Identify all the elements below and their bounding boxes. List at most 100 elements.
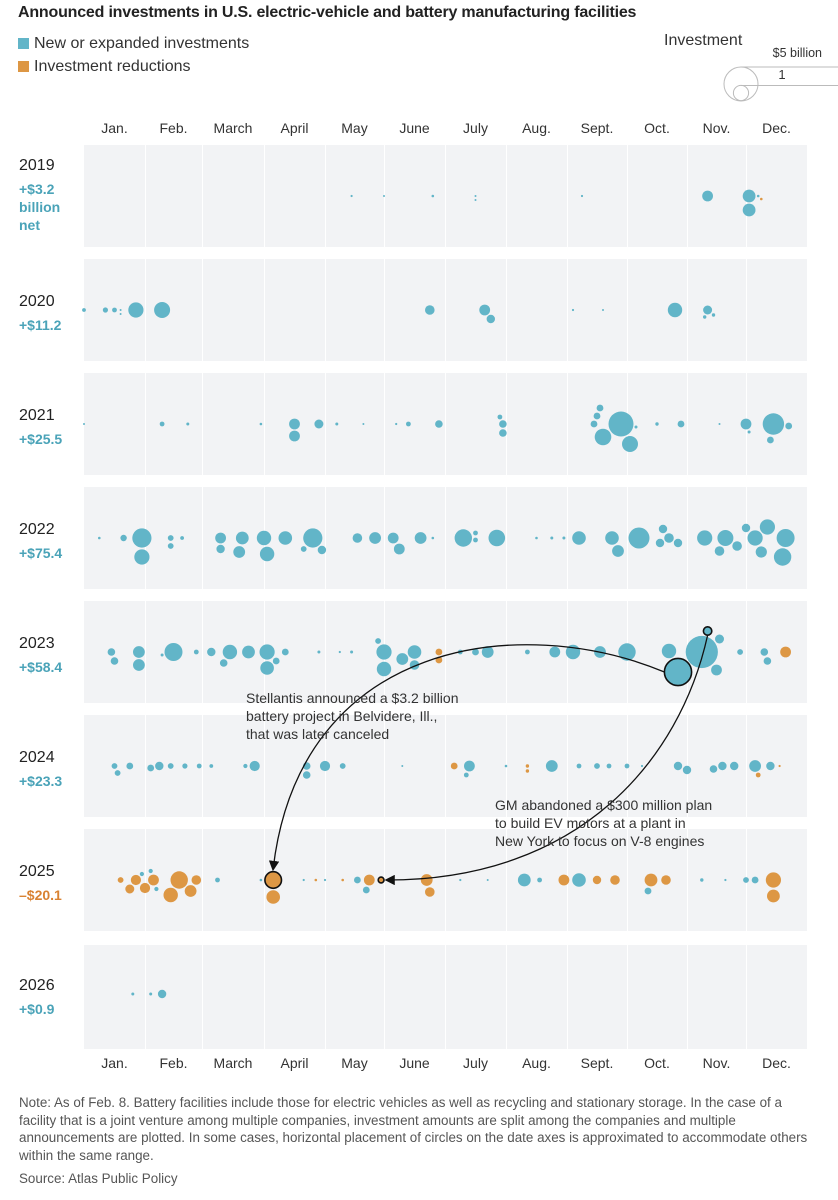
- bubble-investment: [259, 644, 275, 660]
- bubble-investment: [350, 650, 354, 654]
- bubble-investment: [618, 643, 636, 661]
- bubble-investment: [755, 546, 767, 558]
- bubble-investment: [785, 422, 793, 430]
- panel-month-cell: [446, 945, 506, 1049]
- bubble-investment: [107, 648, 116, 656]
- row-net-label: +$0.9: [19, 1001, 55, 1017]
- month-label-may: May: [341, 1055, 368, 1071]
- bubble-investment: [504, 764, 508, 768]
- annotation-arrow-stellantis: [268, 644, 665, 872]
- bubble-reduction: [450, 762, 458, 770]
- bubble-investment: [473, 537, 478, 543]
- bubble-reduction: [125, 884, 135, 894]
- panel-month-cell: [628, 829, 687, 931]
- panel-month-cell: [203, 373, 264, 475]
- bubble-investment: [667, 302, 683, 318]
- bubble-investment: [155, 761, 164, 771]
- panel-month-cell: [265, 259, 325, 361]
- legend-item-reduction: Investment reductions: [18, 55, 249, 78]
- bubble-investment: [751, 876, 759, 884]
- panel-month-cell: [146, 715, 202, 817]
- panel-month-cell: [385, 945, 445, 1049]
- bubble-reduction: [420, 874, 433, 886]
- bubble-investment: [767, 436, 774, 444]
- bubble-investment: [685, 635, 718, 669]
- bubble-reduction: [266, 890, 281, 904]
- bubble-investment: [481, 646, 494, 658]
- panel-month-cell: [568, 945, 627, 1049]
- legend-swatch-reduction: [18, 61, 29, 72]
- bubble-investment: [431, 194, 435, 198]
- bubble-investment: [572, 873, 586, 887]
- row-year-label: 2020: [19, 293, 55, 310]
- panel-month-cell: [203, 145, 264, 247]
- bubble-investment: [350, 194, 353, 198]
- bubble-investment: [82, 308, 86, 312]
- panel-month-cell: [507, 259, 567, 361]
- panel-month-cell: [507, 829, 567, 931]
- panel-month-cell: [446, 829, 506, 931]
- bubble-investment: [730, 761, 739, 771]
- bubble-investment: [571, 308, 575, 312]
- bubble-investment: [259, 422, 263, 426]
- bubble-investment: [278, 531, 293, 545]
- bubble-investment: [703, 305, 713, 315]
- bubble-investment: [259, 878, 263, 882]
- bubble-investment: [147, 764, 155, 772]
- bubble-investment: [425, 305, 435, 315]
- bubble-investment: [486, 879, 489, 881]
- bubble-investment: [131, 992, 135, 996]
- month-label-dec: Dec.: [762, 1055, 791, 1071]
- bubble-investment: [222, 644, 238, 660]
- row-net-label: +$23.3: [19, 773, 63, 789]
- bubble-investment: [474, 195, 477, 197]
- bubble-investment: [655, 422, 659, 426]
- bubble-investment: [182, 763, 188, 769]
- bubble-investment: [700, 878, 704, 882]
- annotation-stellantis-line: Stellantis announced a $3.2 billion: [246, 690, 459, 706]
- bubble-investment: [314, 419, 324, 429]
- bubble-investment: [435, 420, 443, 428]
- bubble-investment: [317, 545, 327, 555]
- bubble-investment: [596, 404, 604, 412]
- size-legend-title: Investment: [664, 32, 743, 49]
- panel-month-cell: [747, 259, 807, 361]
- bubble-investment: [119, 313, 122, 315]
- panel-month-cell: [385, 259, 445, 361]
- bubble-investment: [249, 760, 260, 772]
- bubble-investment: [663, 657, 693, 687]
- row-year-label: 2023: [19, 635, 55, 652]
- annotation-stellantis-line: battery project in Belvidere, Ill.,: [246, 708, 438, 724]
- panel-month-cell: [747, 601, 807, 703]
- chart-title: Announced investments in U.S. electric-v…: [18, 4, 637, 21]
- bubble-investment: [289, 418, 300, 430]
- bubble-investment: [760, 648, 769, 656]
- bubble-reduction: [184, 885, 197, 897]
- bubble-investment: [464, 760, 475, 772]
- size-legend-graphic: $5 billion 1: [723, 46, 838, 102]
- bubble-investment: [300, 546, 307, 552]
- panel-month-cell: [446, 259, 506, 361]
- panel-month-cell: [568, 259, 627, 361]
- bubble-investment: [323, 878, 327, 882]
- panel-month-cell: [326, 145, 384, 247]
- bubble-investment: [773, 548, 792, 566]
- month-label-april: April: [280, 1055, 309, 1071]
- bubble-reduction: [767, 889, 780, 903]
- bubble-investment: [167, 763, 174, 769]
- bubble-investment: [612, 545, 624, 557]
- bubble-investment: [164, 643, 183, 661]
- bubble-investment: [608, 411, 634, 437]
- size-legend-label-small: 1: [778, 67, 785, 82]
- bubble-investment: [740, 418, 752, 430]
- bubble-investment: [711, 664, 722, 676]
- month-label-june: June: [399, 120, 430, 136]
- bubble-investment: [715, 634, 724, 644]
- bubble-investment: [317, 650, 321, 654]
- row-net-label: +$3.2 billion net: [19, 181, 61, 233]
- bubble-investment: [499, 429, 507, 437]
- bubble-reduction: [139, 882, 151, 894]
- bubble-investment: [759, 519, 776, 535]
- bubble-investment: [139, 871, 144, 877]
- bubble-investment: [111, 763, 118, 769]
